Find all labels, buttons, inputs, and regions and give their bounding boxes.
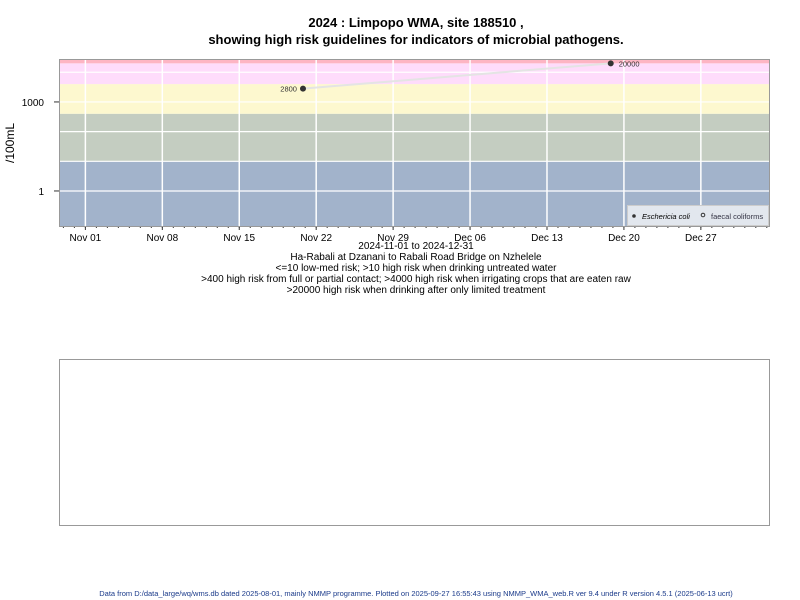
x-tick-label: Nov 22 (300, 233, 332, 244)
subtitle-line: 2024-11-01 to 2024-12-31 (358, 241, 474, 252)
legend-marker-filled (632, 214, 636, 218)
risk-band (59, 63, 769, 85)
risk-band (59, 113, 769, 162)
legend-label: faecal coliforms (711, 212, 763, 221)
y-axis-label: /100mL (3, 123, 17, 163)
subtitle-line: >20000 high risk when drinking after onl… (287, 285, 546, 296)
x-tick-label: Nov 15 (223, 233, 255, 244)
legend: Eschericia coli faecal coliforms (627, 205, 769, 226)
x-tick-label: Nov 29 (377, 233, 409, 244)
risk-band (59, 84, 769, 114)
subtitle-line: <=10 low-med risk; >10 high risk when dr… (276, 263, 558, 274)
x-tick-label: Dec 20 (608, 233, 640, 244)
chart-title-line-1: 2024 : Limpopo WMA, site 188510 , (308, 15, 523, 30)
subtitle-line: >400 high risk from full or partial cont… (201, 274, 631, 285)
plot-area: Nov 01 Nov 08 Nov 15 Nov 22 Nov 29 Dec 06 Dec … (22, 59, 770, 244)
x-tick-label: Nov 01 (70, 233, 102, 244)
data-point (607, 60, 614, 67)
series-line (302, 62, 611, 90)
subtitle-line: Ha-Rabali at Dzanani to Rabali Road Brid… (290, 252, 542, 263)
x-tick-label: Dec 06 (454, 233, 486, 244)
data-label: 20000 (619, 59, 640, 68)
legend-box (627, 205, 769, 226)
legend-marker-open (700, 212, 706, 218)
empty-panel (59, 359, 770, 526)
data-label: 2800 (280, 85, 297, 94)
data-point (299, 85, 306, 92)
x-tick-label: Nov 08 (146, 233, 178, 244)
y-tick-label: 1 (38, 187, 44, 198)
legend-label: Eschericia coli (642, 212, 690, 221)
x-tick-label: Dec 27 (685, 233, 717, 244)
plot-border (59, 59, 770, 227)
x-tick-label: Dec 13 (531, 233, 563, 244)
risk-band (59, 59, 769, 64)
footer-text: Data from D:/data_large/wq/wms.db dated … (99, 589, 733, 598)
chart-title-line-2: showing high risk guidelines for indicat… (208, 32, 623, 47)
y-tick-label: 1000 (22, 98, 45, 109)
